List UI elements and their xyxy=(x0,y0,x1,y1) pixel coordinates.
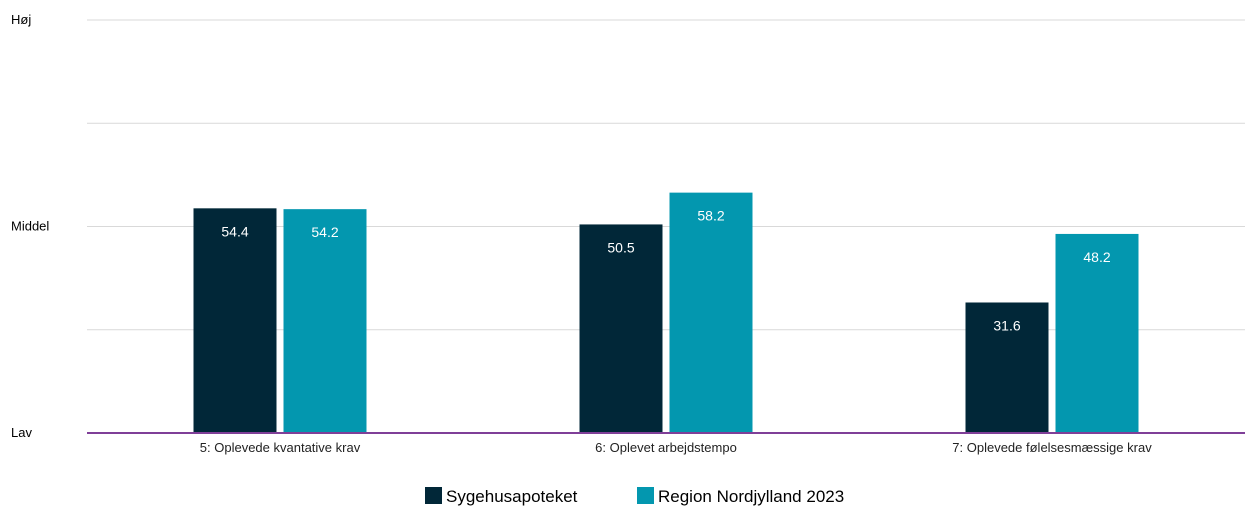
x-axis-tick-labels: 5: Oplevede kvantative krav 6: Oplevet ar… xyxy=(200,440,1152,455)
gridlines xyxy=(87,19,1245,331)
bar xyxy=(193,208,277,433)
x-tick-label: 5: Oplevede kvantative krav xyxy=(200,440,361,455)
data-label: 58.2 xyxy=(697,208,724,224)
bar xyxy=(1055,233,1139,433)
y-tick-label: Høj xyxy=(11,12,31,27)
legend-label: Region Nordjylland 2023 xyxy=(658,487,844,506)
x-tick-label: 6: Oplevet arbejdstempo xyxy=(595,440,737,455)
data-label: 54.2 xyxy=(311,224,338,240)
y-tick-label: Lav xyxy=(11,425,32,440)
data-label: 48.2 xyxy=(1083,249,1110,265)
bar xyxy=(669,192,753,433)
bars: 54.4 54.2 50.5 58.2 31.6 48.2 xyxy=(193,192,1139,433)
y-axis-tick-labels: Lav Middel Høj xyxy=(11,12,49,440)
data-label: 50.5 xyxy=(607,239,634,255)
x-tick-label: 7: Oplevede følelsesmæssige krav xyxy=(952,440,1152,455)
data-label: 31.6 xyxy=(993,317,1020,333)
legend-label: Sygehusapoteket xyxy=(446,487,578,506)
bar xyxy=(579,224,663,433)
y-tick-label: Middel xyxy=(11,219,49,234)
legend-swatch xyxy=(425,487,442,504)
legend-swatch xyxy=(637,487,654,504)
legend: Sygehusapoteket Region Nordjylland 2023 xyxy=(425,487,844,506)
bar xyxy=(283,209,367,433)
data-label: 54.4 xyxy=(221,223,248,239)
bar xyxy=(965,302,1049,433)
